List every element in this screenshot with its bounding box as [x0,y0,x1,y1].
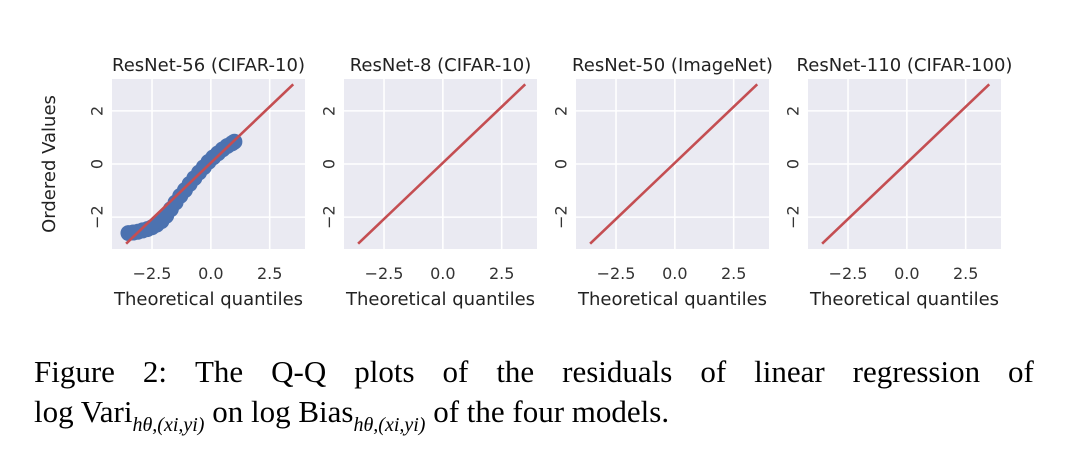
x-tick-label: −2.5 [133,264,172,283]
x-axis-label: Theoretical quantiles [113,289,303,310]
y-tick-label: −2 [88,205,107,229]
y-tick-label: 2 [784,106,803,116]
caption-word: Q-Q [271,354,327,389]
x-tick-label: 2.5 [721,264,746,283]
caption-bias-subscript: hθ,(xi,yi) [353,414,426,436]
x-axis-label: Theoretical quantiles [577,289,767,310]
caption-suffix: of the four models. [425,394,670,429]
caption-line-2: log Varihθ,(xi,yi) on log Biashθ,(xi,yi)… [34,392,1034,445]
x-tick-label: −2.5 [365,264,404,283]
caption-word: 2: [142,354,168,389]
panel-title: ResNet-110 (CIFAR-100) [797,55,1013,76]
y-tick-label: 0 [552,159,571,169]
caption-word: residuals [562,354,673,389]
x-tick-label: 2.5 [953,264,978,283]
caption-vari-subscript: hθ,(xi,yi) [132,414,205,436]
y-tick-label: 2 [552,106,571,116]
x-tick-label: 0.0 [662,264,687,283]
x-tick-label: −2.5 [597,264,636,283]
caption-word: the [496,354,535,389]
x-tick-label: 0.0 [894,264,919,283]
caption-word: of [1008,354,1034,389]
y-tick-label: −2 [320,205,339,229]
caption-bias-text: on log Bias [204,394,354,429]
y-tick-label: 0 [784,159,803,169]
y-tick-label: 0 [320,159,339,169]
caption-word: plots [354,354,415,389]
figure-caption: Figure 2: The Q-Q plots of the residuals of linea… [34,352,1034,445]
figure-qq-plots: ResNet-56 (CIFAR-10) −2.5 0.0 2.5 −2 0 2 Theore… [39,55,1013,310]
y-tick-label: 2 [88,106,107,116]
panel-title: ResNet-56 (CIFAR-10) [112,55,305,76]
x-tick-label: 0.0 [430,264,455,283]
reference-line [357,83,527,245]
x-axis-label: Theoretical quantiles [345,289,535,310]
y-tick-label: −2 [552,205,571,229]
y-tick-label: 2 [320,106,339,116]
reference-line [125,83,295,245]
reference-line [821,83,991,245]
x-tick-label: 2.5 [257,264,282,283]
y-axis-label: Ordered Values [39,95,60,233]
panel-title: ResNet-8 (CIFAR-10) [350,55,532,76]
caption-word: Figure [34,354,115,389]
caption-word: linear [754,354,825,389]
caption-word: of [442,354,469,389]
caption-word: regression [852,354,981,389]
y-tick-label: −2 [784,205,803,229]
reference-line [589,83,759,245]
x-axis-label: Theoretical quantiles [809,289,999,310]
x-tick-label: 0.0 [198,264,223,283]
x-tick-label: 2.5 [489,264,514,283]
x-tick-label: −2.5 [829,264,868,283]
caption-word: of [700,354,727,389]
panel-title: ResNet-50 (ImageNet) [572,55,773,76]
caption-vari-prefix: log Vari [34,394,133,429]
caption-line-1: Figure 2: The Q-Q plots of the residuals of linea… [34,352,1034,392]
caption-word: The [195,354,244,389]
y-tick-label: 0 [88,159,107,169]
